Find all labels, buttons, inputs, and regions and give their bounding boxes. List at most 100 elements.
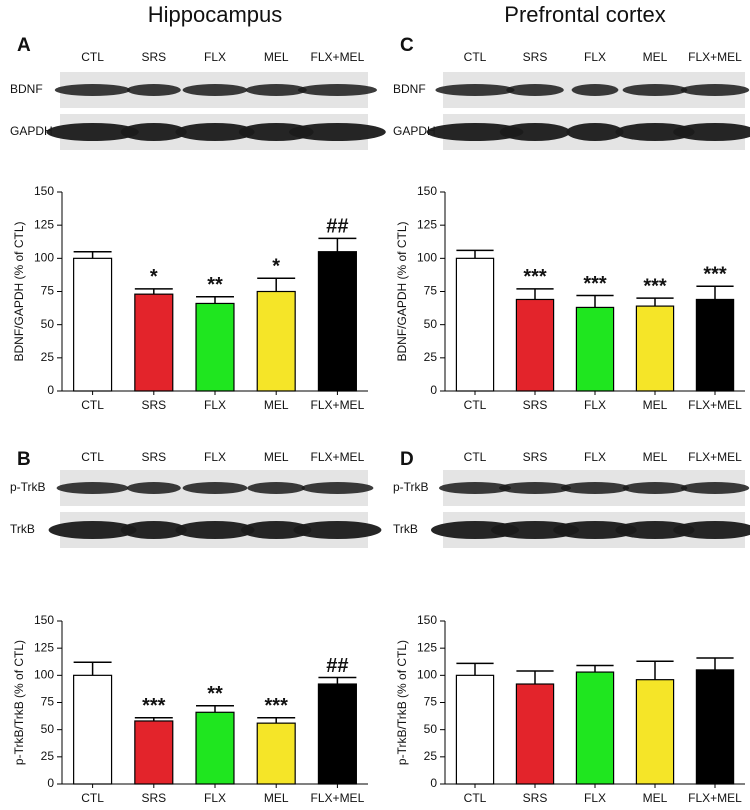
blot-band [506,84,564,96]
blot-band [297,84,377,96]
blot-band [499,482,571,494]
y-tick-label: 100 [34,251,54,265]
blot-band [241,521,312,539]
x-tick-label: SRS [141,398,166,412]
y-tick-label: 125 [34,640,54,654]
blot-band [182,482,248,494]
x-tick-label: MEL [643,791,668,805]
bar [256,290,296,392]
lane-label: FLX+MEL [688,450,742,464]
y-tick-label: 150 [34,184,54,198]
bar [455,257,495,392]
blot-band [622,84,688,96]
lane-label: FLX [204,50,226,64]
y-tick-label: 50 [424,317,438,331]
y-tick-label: 25 [424,350,438,364]
significance-label: ## [326,655,348,677]
lane-label: MEL [264,450,289,464]
bar [134,720,174,785]
panel-letter: C [400,35,414,56]
band-label: BDNF [393,82,426,96]
significance-label: ## [326,216,348,238]
blot-band [247,482,305,494]
bar [195,711,235,785]
y-tick-label: 25 [41,749,55,763]
y-tick-label: 150 [417,184,437,198]
blot-band [301,482,374,494]
y-tick-label: 50 [424,722,438,736]
lane-label: FLX+MEL [311,450,365,464]
bar [455,674,495,785]
x-tick-label: FLX+MEL [311,398,365,412]
significance-label: * [150,266,158,288]
lane-label: CTL [81,450,104,464]
lane-label: SRS [523,50,548,64]
blot-band [435,84,515,96]
lane-label: CTL [81,50,104,64]
y-tick-label: 100 [34,668,54,682]
lane-label: FLX+MEL [311,50,365,64]
blot-band [293,521,382,539]
bar [134,293,174,392]
blot-band [245,84,307,96]
y-tick-label: 50 [41,317,55,331]
blot-band [615,521,695,539]
blot-band [289,123,386,141]
bar [635,679,675,785]
significance-label: *** [703,263,727,285]
blot-band [56,482,129,494]
significance-label: *** [643,275,667,297]
significance-label: *** [142,695,166,717]
blot-band [238,123,314,141]
y-tick-label: 100 [417,668,437,682]
y-tick-label: 75 [424,284,438,298]
x-tick-label: FLX [584,791,606,805]
y-tick-label: 100 [417,251,437,265]
blot-band [182,84,248,96]
blot-band [673,123,750,141]
blot-band [48,521,137,539]
blot-band [560,482,630,494]
band-label: TrkB [393,522,418,536]
x-tick-label: SRS [141,791,166,805]
lane-label: CTL [464,450,487,464]
bar [317,251,357,392]
significance-label: *** [265,695,289,717]
bar [575,671,615,785]
x-tick-label: CTL [464,791,487,805]
y-axis-label: p-TrkB/TrkB (% of CTL) [12,640,26,765]
y-tick-label: 50 [41,722,55,736]
x-tick-label: FLX+MEL [311,791,365,805]
blot-band [566,123,624,141]
bar [695,669,735,785]
y-tick-label: 0 [47,383,54,397]
bar [73,257,113,392]
bar [515,683,555,785]
lane-label: SRS [141,50,166,64]
x-tick-label: SRS [523,791,548,805]
y-tick-label: 125 [417,640,437,654]
y-tick-label: 0 [47,776,54,790]
y-tick-label: 75 [41,284,55,298]
lane-label: MEL [643,450,668,464]
panel-letter: D [400,449,414,470]
x-tick-label: FLX [584,398,606,412]
bar [317,683,357,785]
blot-band [175,123,255,141]
bar [73,674,113,785]
blot-band [553,521,637,539]
x-tick-label: SRS [523,398,548,412]
blot-band [615,123,695,141]
bar [195,302,235,392]
significance-label: * [272,256,280,278]
blot-band [54,84,131,96]
bar [635,305,675,392]
lane-label: MEL [643,50,668,64]
blot-band [120,123,187,141]
lane-label: CTL [464,50,487,64]
lane-label: FLX [204,450,226,464]
blot-band [680,482,750,494]
bar [695,298,735,392]
y-axis-label: BDNF/GAPDH (% of CTL) [12,221,26,361]
